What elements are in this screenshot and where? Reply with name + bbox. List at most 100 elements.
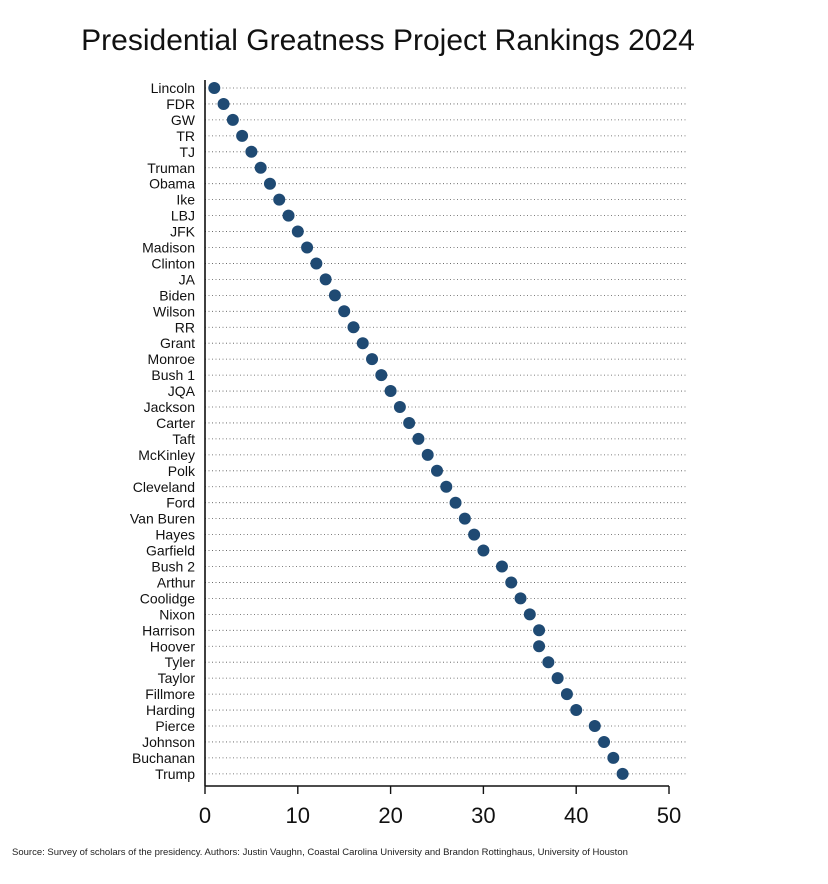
y-tick-label: JA: [179, 271, 196, 287]
data-point: [273, 193, 286, 206]
source-note: Source: Survey of scholars of the presid…: [12, 847, 628, 858]
x-tick-label: 50: [657, 803, 681, 828]
chart-title: Presidential Greatness Project Rankings …: [81, 24, 695, 57]
data-point: [570, 704, 583, 717]
y-tick-label: Hayes: [155, 527, 195, 543]
y-tick-label: Harrison: [142, 622, 195, 638]
y-tick-label: Wilson: [153, 303, 195, 319]
y-tick-label: Taft: [172, 431, 195, 447]
y-tick-label: Pierce: [155, 718, 195, 734]
y-tick-label: GW: [171, 112, 196, 128]
data-point: [310, 257, 323, 270]
y-tick-label: Harding: [146, 702, 195, 718]
y-tick-label: Biden: [159, 287, 195, 303]
y-tick-label: FDR: [166, 96, 195, 112]
y-tick-label: Van Buren: [130, 511, 195, 527]
x-axis-ticks: 0 10 20 30 40 50: [199, 786, 681, 828]
data-point: [505, 576, 518, 589]
data-point: [458, 512, 471, 525]
data-point: [226, 113, 239, 126]
data-point: [319, 273, 332, 286]
data-point: [514, 592, 527, 605]
y-tick-label: Carter: [156, 415, 195, 431]
data-point: [384, 385, 397, 398]
y-tick-label: TJ: [179, 144, 195, 160]
data-point: [560, 688, 573, 701]
data-point: [533, 640, 546, 653]
y-tick-label: Ike: [176, 192, 195, 208]
data-point: [421, 448, 434, 461]
data-point: [245, 145, 258, 158]
x-tick-label: 30: [471, 803, 495, 828]
y-tick-label: Clinton: [151, 255, 195, 271]
x-tick-label: 40: [564, 803, 588, 828]
data-point: [449, 496, 462, 509]
y-tick-label: Hoover: [150, 638, 195, 654]
data-point: [236, 129, 249, 142]
y-tick-label: TR: [176, 128, 195, 144]
y-tick-label: Coolidge: [140, 590, 195, 606]
x-tick-label: 20: [378, 803, 402, 828]
data-point: [468, 528, 481, 541]
data-point: [338, 305, 351, 318]
x-tick-label: 0: [199, 803, 211, 828]
x-tick-label: 10: [286, 803, 310, 828]
y-axis-labels: LincolnFDRGWTRTJTrumanObamaIkeLBJJFKMadi…: [130, 80, 196, 782]
y-tick-label: Obama: [149, 176, 195, 192]
data-point: [440, 480, 453, 493]
data-point: [366, 353, 379, 366]
data-point: [301, 241, 314, 254]
data-point: [403, 416, 416, 429]
y-tick-label: Grant: [160, 335, 195, 351]
data-point: [347, 321, 360, 334]
y-tick-label: JQA: [168, 383, 196, 399]
y-tick-label: Bush 1: [151, 367, 195, 383]
y-tick-label: Cleveland: [133, 479, 195, 495]
data-point: [254, 161, 267, 174]
grid-lines: [205, 87, 686, 775]
y-tick-label: Buchanan: [132, 750, 195, 766]
y-tick-label: Ford: [166, 495, 195, 511]
y-tick-label: Polk: [168, 463, 196, 479]
y-tick-label: Fillmore: [145, 686, 195, 702]
y-tick-label: Taylor: [158, 670, 196, 686]
y-tick-label: LBJ: [171, 208, 195, 224]
y-tick-label: Madison: [142, 240, 195, 256]
y-tick-label: Arthur: [157, 574, 195, 590]
data-point: [523, 608, 536, 621]
y-tick-label: Garfield: [146, 543, 195, 559]
data-point: [208, 82, 221, 94]
data-point: [616, 767, 629, 780]
y-tick-label: JFK: [170, 224, 196, 240]
data-point: [598, 735, 611, 748]
y-tick-label: Lincoln: [151, 80, 195, 96]
y-tick-label: Nixon: [159, 606, 195, 622]
data-point: [291, 225, 304, 238]
y-tick-label: Monroe: [148, 351, 196, 367]
data-point: [217, 97, 230, 110]
data-point: [551, 672, 564, 685]
data-point: [282, 209, 295, 222]
y-tick-label: RR: [175, 319, 195, 335]
data-point: [495, 560, 508, 573]
data-point: [477, 544, 490, 557]
data-point: [412, 432, 425, 445]
data-point: [542, 656, 555, 669]
data-point: [375, 369, 388, 382]
y-tick-label: McKinley: [138, 447, 195, 463]
data-point: [607, 751, 620, 764]
data-points: [208, 82, 629, 780]
data-point: [533, 624, 546, 637]
data-point: [356, 337, 369, 350]
y-tick-label: Tyler: [165, 654, 196, 670]
y-tick-label: Trump: [155, 766, 195, 782]
data-point: [431, 464, 443, 477]
y-tick-label: Truman: [147, 160, 195, 176]
data-point: [393, 401, 406, 413]
y-tick-label: Bush 2: [151, 559, 195, 575]
data-point: [588, 720, 601, 732]
data-point: [328, 289, 341, 302]
data-point: [263, 177, 276, 190]
y-tick-label: Jackson: [144, 399, 195, 415]
